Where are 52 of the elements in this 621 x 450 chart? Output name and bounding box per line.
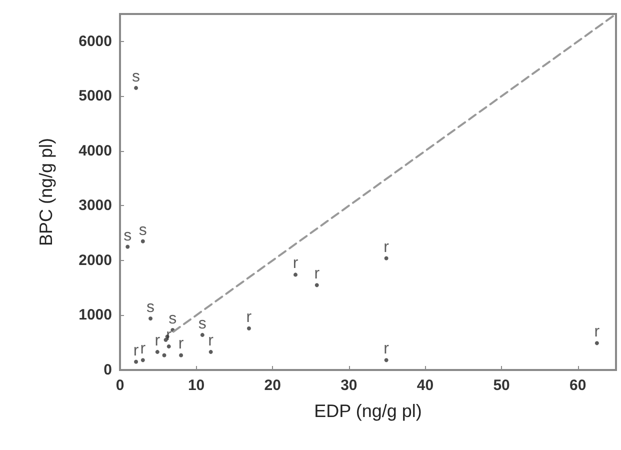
point — [134, 86, 138, 90]
point — [200, 332, 204, 337]
text: r — [154, 332, 160, 350]
point — [384, 256, 388, 260]
x-tick-label: 40 — [416, 377, 434, 394]
point — [162, 353, 166, 358]
point — [314, 283, 319, 288]
point — [140, 358, 145, 362]
point — [594, 341, 599, 346]
x-axis-title: EDP (ng/g pl) — [314, 401, 422, 421]
point — [126, 244, 130, 249]
point — [384, 358, 388, 362]
y-tick-label: 2000 — [78, 252, 112, 269]
x-tick-label: 60 — [570, 377, 586, 394]
point — [148, 316, 153, 321]
y-tick-label: 5000 — [78, 88, 112, 105]
y-axis-title: BPC (ng/g pl) — [36, 138, 56, 246]
point — [294, 272, 298, 277]
text: r — [208, 332, 214, 350]
text: r — [594, 324, 600, 341]
text: r — [314, 266, 320, 283]
point — [140, 239, 145, 244]
x-tick-label: 50 — [493, 377, 510, 394]
point — [246, 326, 251, 330]
x-tick-label: 10 — [188, 377, 205, 394]
point — [155, 350, 160, 354]
x-tick-label: 20 — [264, 377, 281, 394]
text: r — [292, 255, 298, 272]
text: s — [168, 310, 177, 328]
point — [208, 350, 213, 354]
point — [179, 353, 184, 358]
text: s — [198, 315, 206, 332]
y-tick-label: 0 — [104, 362, 112, 378]
text: r — [166, 326, 172, 344]
x-tick-label: 0 — [116, 377, 124, 394]
text: s — [124, 227, 132, 244]
text: s — [138, 222, 147, 239]
text: r — [133, 342, 139, 360]
y-tick-label: 3000 — [78, 197, 112, 214]
text: r — [384, 238, 389, 256]
x-tick-label: 30 — [340, 377, 358, 394]
point — [166, 344, 171, 348]
point — [134, 360, 138, 364]
text: r — [384, 340, 389, 358]
y-tick-label: 6000 — [78, 32, 112, 50]
series-label: r — [246, 308, 252, 326]
text: s — [146, 299, 155, 316]
y-tick-label: 4000 — [78, 142, 112, 160]
y-tick-label: 1000 — [78, 306, 112, 324]
text: r — [178, 336, 184, 353]
series-label: s — [132, 68, 140, 86]
text: r — [140, 340, 146, 358]
